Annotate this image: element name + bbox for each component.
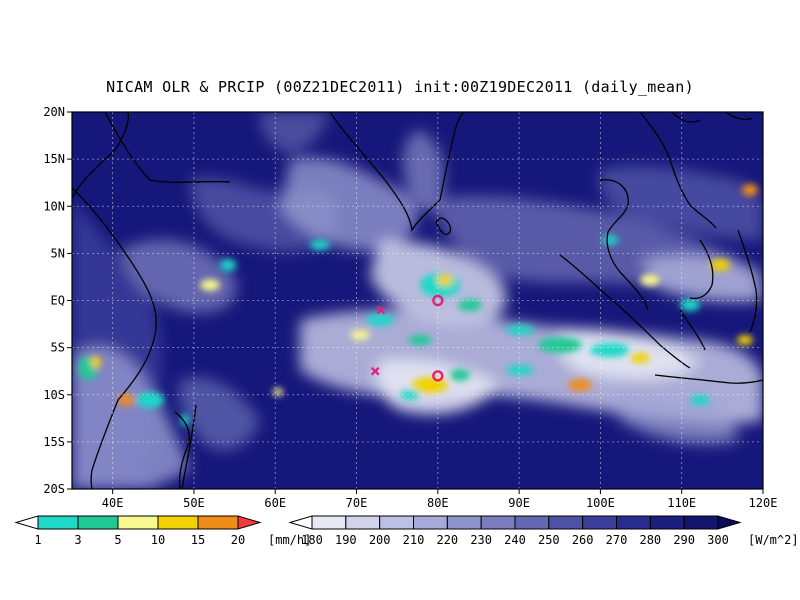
colorbar-unit: [W/m^2] (748, 533, 799, 547)
colorbar-arrow-low (14, 515, 39, 530)
colorbar-segment (616, 515, 651, 530)
x-tick-label: 70E (346, 496, 368, 510)
colorbar-arrow-high (237, 515, 262, 530)
colorbar-label: 3 (74, 533, 81, 547)
colorbar-segment (413, 515, 448, 530)
y-tick-label: 20N (43, 105, 65, 119)
precip-colorbar: 1 3 5 10 15 20 [mm/h] (14, 515, 311, 547)
x-tick-label: 110E (667, 496, 696, 510)
x-tick-label: 60E (264, 496, 286, 510)
chart-title: NICAM OLR & PRCIP (00Z21DEC2011) init:00… (106, 78, 694, 96)
colorbar-segment (480, 515, 516, 530)
colorbar-label: 200 (369, 533, 391, 547)
colorbar-unit: [mm/h] (268, 533, 311, 547)
y-tick-label: 15N (43, 152, 65, 166)
colorbar-label: 240 (504, 533, 526, 547)
colorbar-label: 220 (436, 533, 458, 547)
y-tick-label: 10N (43, 199, 65, 213)
colorbar-label: 210 (403, 533, 425, 547)
y-tick-label: 10S (43, 388, 65, 402)
colorbar-segment (446, 515, 482, 530)
colorbar-label: 250 (538, 533, 560, 547)
y-tick-label: 5N (51, 246, 65, 260)
colorbar-segment (117, 515, 159, 530)
y-tick-label: 5S (51, 341, 65, 355)
colorbar-label: 260 (572, 533, 594, 547)
y-tick-label: 20S (43, 482, 65, 496)
colorbar-segment (649, 515, 685, 530)
colorbar-label: 20 (231, 533, 245, 547)
precip-field (78, 184, 758, 426)
colorbar-label: 230 (470, 533, 492, 547)
colorbar-label: 15 (191, 533, 205, 547)
colorbar-label: 300 (707, 533, 729, 547)
y-tick-label: 15S (43, 435, 65, 449)
cross-marker (376, 305, 386, 315)
x-tick-label: 120E (749, 496, 778, 510)
storm-center-marker (432, 294, 444, 307)
colorbar-label: 290 (673, 533, 695, 547)
colorbar-segment (345, 515, 381, 530)
coastlines (72, 112, 763, 489)
colorbar-arrow-low (288, 515, 313, 530)
colorbar-label: 1 (34, 533, 41, 547)
colorbar-segment (548, 515, 584, 530)
y-tick-label: EQ (51, 294, 65, 308)
colorbar-arrow-high (717, 515, 742, 530)
colorbar-segment (197, 515, 239, 530)
cross-marker (370, 366, 380, 376)
map-axes: 40E 50E 60E 70E 80E 90E 100E 110E 120E 20N 15N 10N 5… (43, 105, 777, 510)
storm-markers (370, 294, 444, 382)
x-tick-label: 90E (508, 496, 530, 510)
colorbar-label: 10 (151, 533, 165, 547)
colorbar-segment (379, 515, 414, 530)
colorbar-label: 270 (606, 533, 628, 547)
x-tick-label: 40E (102, 496, 124, 510)
colorbar-segment (582, 515, 618, 530)
map-gridlines (72, 112, 763, 489)
colorbar-segment (77, 515, 119, 530)
colorbar-segment (311, 515, 347, 530)
colorbar-segment (683, 515, 719, 530)
colorbar-label: 180 (301, 533, 323, 547)
colorbar-label: 190 (335, 533, 357, 547)
x-tick-label: 80E (427, 496, 449, 510)
olr-colorbar: 180 190 200 210 220 230 240 250 260 270 280 290 300 [… (288, 515, 799, 547)
colorbar-label: 5 (114, 533, 121, 547)
colorbar-segment (157, 515, 199, 530)
colorbar-segment (514, 515, 550, 530)
storm-center-marker (432, 370, 444, 382)
colorbars: 1 3 5 10 15 20 [mm/h]180 190 200 210 220 230 240 250 2… (14, 515, 799, 547)
colorbar-segment (37, 515, 79, 530)
x-tick-label: 100E (586, 496, 615, 510)
colorbar-label: 280 (639, 533, 661, 547)
x-tick-label: 50E (183, 496, 205, 510)
